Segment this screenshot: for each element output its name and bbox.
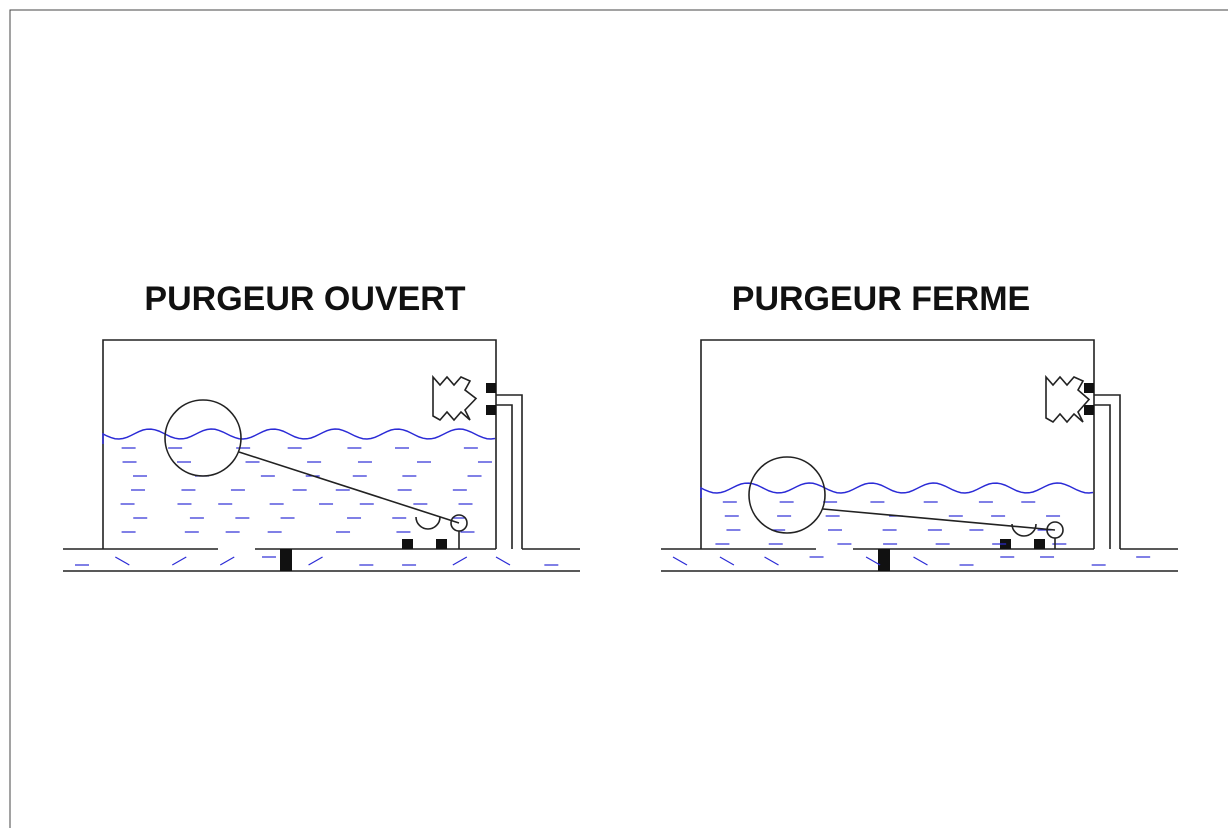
water-dash [764,556,779,566]
panel-open [63,339,580,572]
water-dash [452,556,468,566]
tank [700,339,1095,549]
outlet-pipe [1094,394,1121,549]
water-surface [102,428,496,444]
page-frame [9,9,1228,828]
float [748,456,826,534]
seat [486,383,496,393]
water-dash [719,556,735,566]
block [280,549,292,571]
water-dash [115,556,130,566]
stop [402,539,413,549]
valve [1045,374,1091,424]
cam [415,516,441,530]
outlet-pipe [496,394,523,549]
stop [1034,539,1045,549]
water-dash [672,556,688,566]
lever [238,451,460,524]
water-dash [913,556,928,566]
seat [486,405,496,415]
panel-title: PURGEUR FERME [732,280,1030,318]
water-dash [308,556,323,566]
seat [1084,383,1094,393]
stop [436,539,447,549]
lever [822,508,1056,531]
seat [1084,405,1094,415]
water-surface [700,482,1094,498]
tank [102,339,497,549]
valve [432,374,478,422]
water-dash [495,556,511,566]
block [878,549,890,571]
water-dash [171,556,187,566]
panel-closed [661,339,1178,572]
float [164,399,242,477]
cam [1011,523,1037,537]
panel-title: PURGEUR OUVERT [144,280,465,318]
water-dash [865,556,881,566]
water-dash [219,556,235,566]
